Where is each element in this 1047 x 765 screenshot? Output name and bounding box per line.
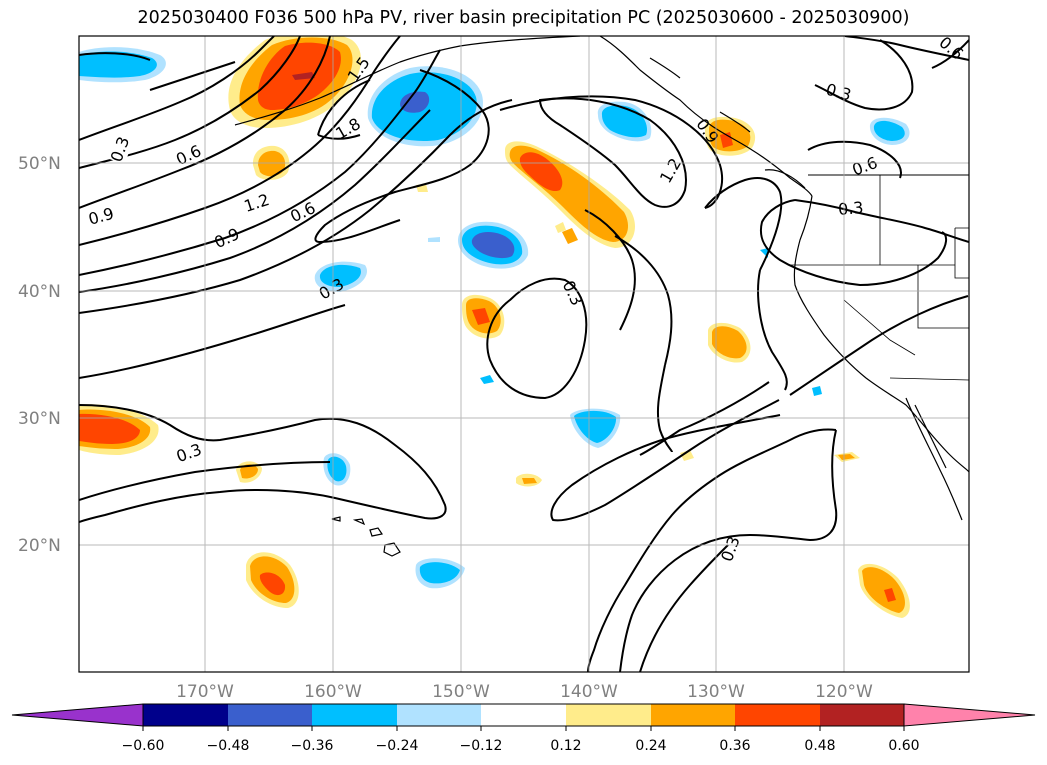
shade-region-positive-6 <box>708 322 751 363</box>
latitude-labels: 50°N 40°N 30°N 20°N <box>18 154 61 556</box>
colorbar-tick-label: 0.48 <box>804 738 835 754</box>
lon-label-140w: 140°W <box>560 682 618 702</box>
shade-region-negative-2 <box>597 101 652 142</box>
shade-region-small-orange-2 <box>522 478 537 484</box>
lat-label-50n: 50°N <box>18 154 61 174</box>
colorbar-bin <box>820 704 904 726</box>
precipitation-shading <box>79 36 910 618</box>
colorbar-tick-label: 0.60 <box>888 738 919 754</box>
colorbar-bin <box>397 704 481 726</box>
colorbar-bin <box>735 704 820 726</box>
colorbar-tick-label: −0.48 <box>207 738 250 754</box>
lat-label-40n: 40°N <box>18 282 61 302</box>
lat-label-20n: 20°N <box>18 536 61 556</box>
lat-label-30n: 30°N <box>18 409 61 429</box>
colorbar-tick-label: 0.36 <box>719 738 750 754</box>
shade-region-small-orange-3 <box>680 450 694 461</box>
shade-region-tiny-blue-3 <box>428 237 440 242</box>
shade-region-negative-10 <box>869 117 910 145</box>
colorbar: −0.60 −0.48 −0.36 −0.24 −0.12 0.12 0.24 … <box>11 703 1036 754</box>
shade-region-negative-3 <box>458 221 529 269</box>
graticule <box>79 36 969 672</box>
lon-label-170w: 170°W <box>176 682 234 702</box>
colorbar-tick-label: −0.36 <box>291 738 334 754</box>
colorbar-bin <box>228 704 312 726</box>
shade-region-positive-10 <box>858 563 910 618</box>
colorbar-bin <box>312 704 397 726</box>
lon-label-150w: 150°W <box>432 682 490 702</box>
colorbar-extend-low <box>11 703 144 727</box>
shade-region-negative-9 <box>415 558 465 589</box>
longitude-labels: 170°W 160°W 150°W 140°W 130°W 120°W <box>176 682 873 702</box>
shade-region-negative-8 <box>323 453 351 486</box>
colorbar-tick-label: −0.60 <box>122 738 165 754</box>
colorbar-bin <box>651 704 735 726</box>
shade-region-small-blue <box>480 375 494 384</box>
colorbar-frame <box>142 703 905 727</box>
lon-label-120w: 120°W <box>815 682 873 702</box>
shade-region-west-edge <box>79 404 159 455</box>
colorbar-tick-label: −0.24 <box>376 738 419 754</box>
shade-region-top-left-negative <box>79 47 166 83</box>
colorbar-extend-high <box>903 703 1036 727</box>
colorbar-tick-label: −0.12 <box>460 738 503 754</box>
map-frame <box>78 35 970 673</box>
coastlines <box>234 36 969 557</box>
lon-label-130w: 130°W <box>687 682 745 702</box>
colorbar-bin <box>143 704 228 726</box>
shade-region-gulf-alaska-positive <box>228 36 361 128</box>
shade-region-tiny-blue-2 <box>812 386 822 396</box>
colorbar-tick-label: 0.12 <box>550 738 581 754</box>
lon-label-160w: 160°W <box>304 682 362 702</box>
shade-region-small-orange-5 <box>838 454 855 460</box>
map-panel <box>79 36 969 672</box>
colorbar-tick-label: 0.24 <box>635 738 666 754</box>
contour-label: 0.3 <box>837 198 864 219</box>
shade-region-positive-9 <box>246 552 299 608</box>
map-title: 2025030400 F036 500 hPa PV, river basin … <box>137 8 910 28</box>
colorbar-bin <box>481 704 566 726</box>
colorbar-bin <box>566 704 651 726</box>
colorbar-ticks <box>142 726 905 731</box>
shade-region-negative-4 <box>314 261 368 292</box>
